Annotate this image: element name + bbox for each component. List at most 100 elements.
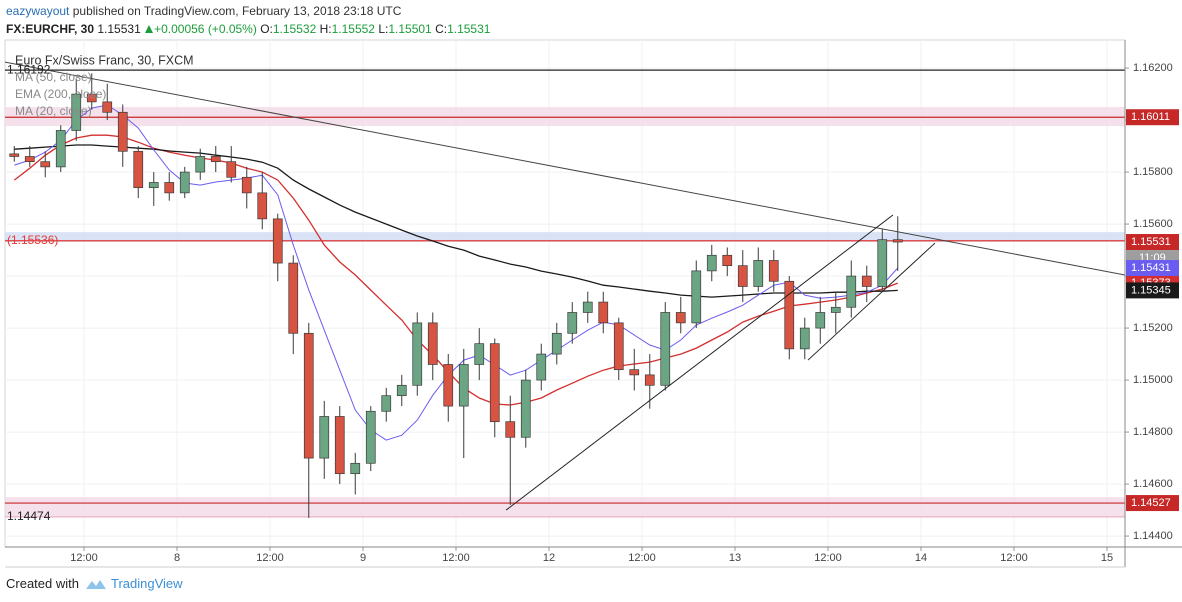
brand[interactable]: TradingView bbox=[110, 576, 183, 591]
h-label: H: bbox=[319, 22, 332, 36]
x-tick-label: 12:00 bbox=[256, 552, 284, 564]
candle-body bbox=[257, 192, 268, 220]
candle-body bbox=[613, 322, 624, 371]
y-tick-label: 1.15200 bbox=[1133, 322, 1173, 334]
indicator-line bbox=[14, 104, 899, 441]
candle-body bbox=[892, 239, 903, 243]
c-value: 1.15531 bbox=[447, 22, 491, 36]
x-tick-label: 12:00 bbox=[814, 552, 842, 564]
candle-body bbox=[288, 262, 299, 334]
o-label: O: bbox=[260, 22, 273, 36]
level-label: 1.14474 bbox=[7, 509, 51, 523]
candle-body bbox=[861, 275, 872, 287]
trend-line bbox=[807, 242, 936, 361]
y-tick-label: 1.14800 bbox=[1133, 426, 1173, 438]
candle-body bbox=[210, 156, 221, 163]
x-tick-label: 15 bbox=[1101, 552, 1113, 564]
candle-body bbox=[489, 343, 500, 423]
x-tick-label: 8 bbox=[174, 552, 180, 564]
candle-body bbox=[179, 171, 190, 194]
symbol: FX:EURCHF, 30 bbox=[6, 22, 95, 36]
candle-body bbox=[753, 260, 764, 287]
o-value: 1.15532 bbox=[272, 22, 317, 36]
candle-body bbox=[195, 156, 206, 173]
candle-body bbox=[768, 260, 779, 282]
candle-body bbox=[830, 306, 841, 313]
candle-body bbox=[86, 93, 97, 103]
x-tick-label: 12:00 bbox=[628, 552, 656, 564]
candle-body bbox=[412, 322, 423, 386]
candle-body bbox=[241, 176, 252, 194]
candle-body bbox=[520, 379, 531, 438]
candle-body bbox=[598, 301, 609, 324]
candle-body bbox=[706, 254, 717, 272]
candle-body bbox=[443, 364, 454, 407]
logo bbox=[85, 580, 106, 589]
zone bbox=[5, 107, 1125, 127]
candle-body bbox=[9, 153, 20, 157]
indicator-tag-bg bbox=[1126, 260, 1179, 277]
level-tag: 1.14527 bbox=[1131, 497, 1171, 509]
candle-body bbox=[877, 239, 888, 287]
indicator-tag-bg bbox=[1126, 282, 1179, 299]
candle-body bbox=[458, 364, 469, 407]
indicator-tag: 1.15431 bbox=[1131, 262, 1171, 274]
candle-body bbox=[722, 254, 733, 267]
x-tick-label: 12:00 bbox=[442, 552, 470, 564]
level-tag-bg bbox=[1126, 495, 1179, 512]
y-tick-label: 1.15600 bbox=[1133, 218, 1173, 230]
candle-body bbox=[675, 312, 686, 324]
chart-title: Euro Fx/Swiss Franc, 30, FXCM bbox=[15, 53, 194, 67]
candle-body bbox=[551, 332, 562, 355]
candle-body bbox=[40, 161, 51, 168]
level-label: (1.15536) bbox=[7, 233, 58, 247]
candle-body bbox=[226, 161, 237, 178]
legend-entry: MA (20, close) bbox=[15, 104, 92, 118]
candle-body bbox=[582, 301, 593, 313]
x-tick-label: 12:00 bbox=[70, 552, 98, 564]
x-tick-label: 12 bbox=[543, 552, 555, 564]
candle-body bbox=[117, 111, 128, 152]
header-line: eazywayout published on TradingView.com,… bbox=[6, 4, 401, 18]
h-value: 1.15552 bbox=[331, 22, 375, 36]
candle-body bbox=[815, 312, 826, 329]
trend-line bbox=[505, 214, 894, 511]
y-tick-label: 1.15800 bbox=[1133, 166, 1173, 178]
l-value: 1.15501 bbox=[388, 22, 432, 36]
candle-body bbox=[536, 353, 547, 381]
up-arrow bbox=[145, 25, 154, 33]
candle-body bbox=[55, 130, 66, 168]
change: +0.00056 (+0.05%) bbox=[154, 22, 257, 36]
candle-body bbox=[303, 332, 314, 459]
y-tick-label: 1.14400 bbox=[1133, 530, 1173, 542]
published: published on TradingView.com, February 1… bbox=[72, 4, 402, 18]
zone bbox=[5, 497, 1125, 518]
last-price-tag: 1.15531 bbox=[1131, 236, 1171, 248]
x-tick-label: 9 bbox=[360, 552, 366, 564]
candle-body bbox=[102, 101, 113, 113]
level-tag-bg bbox=[1126, 109, 1179, 126]
candle-body bbox=[660, 312, 671, 386]
indicator-tag: 1.15345 bbox=[1131, 284, 1171, 296]
last-price: 1.15531 bbox=[97, 22, 141, 36]
symbol-line: FX:EURCHF, 30 1.15531 +0.00056 (+0.05%) … bbox=[6, 22, 490, 36]
candle-body bbox=[71, 93, 82, 131]
y-tick-label: 1.16200 bbox=[1133, 62, 1173, 74]
trend-line bbox=[5, 61, 1125, 276]
legend-entry: EMA (200, close) bbox=[15, 87, 106, 101]
candle-body bbox=[629, 369, 640, 376]
candle-body bbox=[505, 421, 516, 438]
candle-body bbox=[427, 322, 438, 365]
author[interactable]: eazywayout bbox=[6, 4, 70, 18]
candle-body bbox=[319, 416, 330, 459]
footer: Created with TradingView bbox=[6, 576, 183, 591]
candle-body bbox=[148, 182, 159, 189]
overlay: 1.14400 1.14600 1.14800 1.15000 1.15200 1.154… bbox=[5, 40, 1182, 568]
legend-entry: MA (50, close) bbox=[15, 70, 92, 84]
l-label: L: bbox=[378, 22, 389, 36]
y-tick-label: 1.15000 bbox=[1133, 374, 1173, 386]
candle-body bbox=[164, 182, 175, 194]
plot bbox=[5, 40, 1125, 547]
level-label: 1.16192 bbox=[7, 62, 51, 76]
